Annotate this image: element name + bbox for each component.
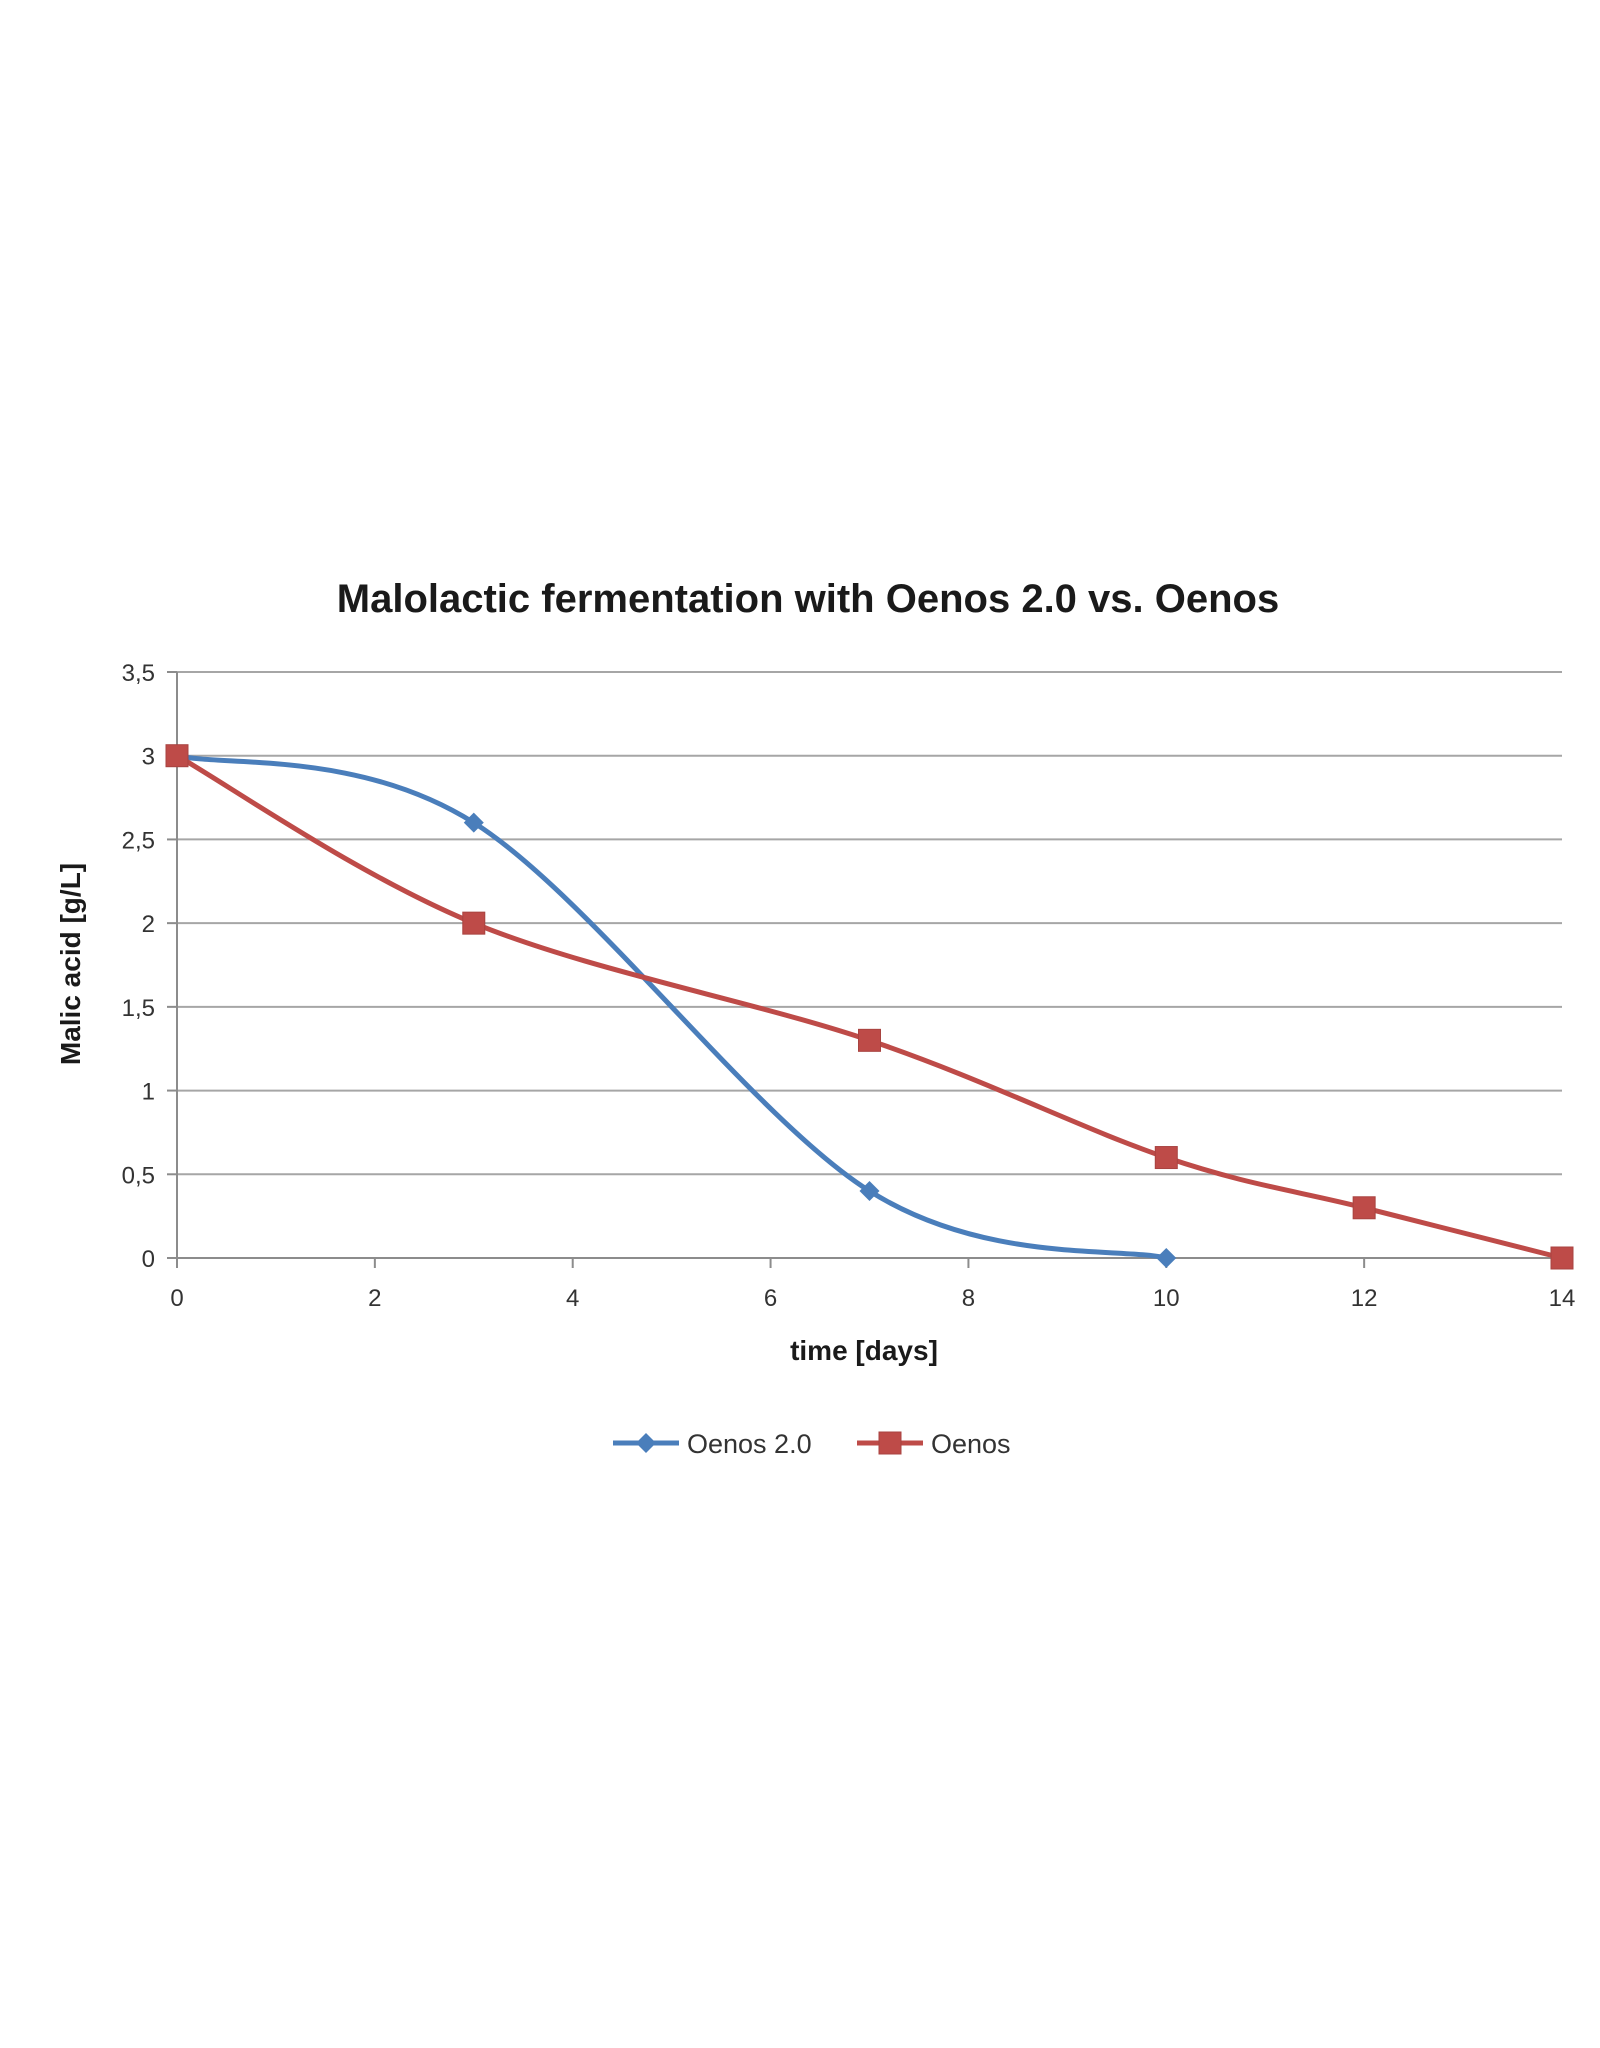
y-tick-label: 2 bbox=[142, 911, 155, 938]
series-1-point bbox=[1352, 1196, 1376, 1220]
x-tick-label: 12 bbox=[1351, 1285, 1378, 1312]
y-tick-label: 3,5 bbox=[122, 660, 155, 687]
x-tick-label: 14 bbox=[1549, 1285, 1576, 1312]
y-tick-label: 1 bbox=[142, 1079, 155, 1106]
series-0-point bbox=[859, 1181, 880, 1202]
series-1-point bbox=[1550, 1246, 1574, 1270]
legend: Oenos 2.0 Oenos bbox=[613, 1429, 1011, 1459]
gridlines bbox=[177, 671, 1562, 1176]
x-tick-label: 6 bbox=[764, 1285, 777, 1312]
series-markers bbox=[165, 744, 1574, 1270]
series-1-point bbox=[858, 1028, 881, 1052]
legend-swatch-marker-1 bbox=[878, 1431, 902, 1455]
x-tick-label: 8 bbox=[962, 1285, 975, 1312]
x-axis-title: time [days] bbox=[790, 1335, 938, 1366]
x-tick-labels: 0 2 4 6 8 10 12 14 bbox=[170, 1285, 1575, 1312]
legend-label-1: Oenos bbox=[931, 1429, 1011, 1459]
series-0-point bbox=[463, 812, 484, 833]
x-tick-label: 10 bbox=[1153, 1285, 1180, 1312]
y-tick-label: 0 bbox=[142, 1246, 155, 1273]
series-0-point bbox=[1156, 1248, 1177, 1268]
x-tick-label: 4 bbox=[566, 1285, 579, 1312]
x-tick-label: 2 bbox=[368, 1285, 381, 1312]
legend-swatch-marker-0 bbox=[636, 1433, 656, 1453]
y-tick-label: 1,5 bbox=[122, 995, 155, 1022]
y-axis-title: Malic acid [g/L] bbox=[55, 863, 86, 1065]
series-line-0 bbox=[174, 753, 1169, 1261]
series-1-point bbox=[165, 744, 189, 768]
y-tick-labels: 0 0,5 1 1,5 2 2,5 3 3,5 bbox=[122, 660, 155, 1273]
chart-title: Malolactic fermentation with Oenos 2.0 v… bbox=[337, 577, 1279, 621]
series-1-point bbox=[462, 911, 486, 935]
y-tick-label: 3 bbox=[142, 744, 155, 771]
legend-label-0: Oenos 2.0 bbox=[687, 1429, 812, 1459]
y-tick-label: 0,5 bbox=[122, 1162, 155, 1189]
x-tick-label: 0 bbox=[170, 1285, 183, 1312]
y-tick-label: 2,5 bbox=[122, 827, 155, 854]
series-1-point bbox=[1154, 1146, 1178, 1170]
